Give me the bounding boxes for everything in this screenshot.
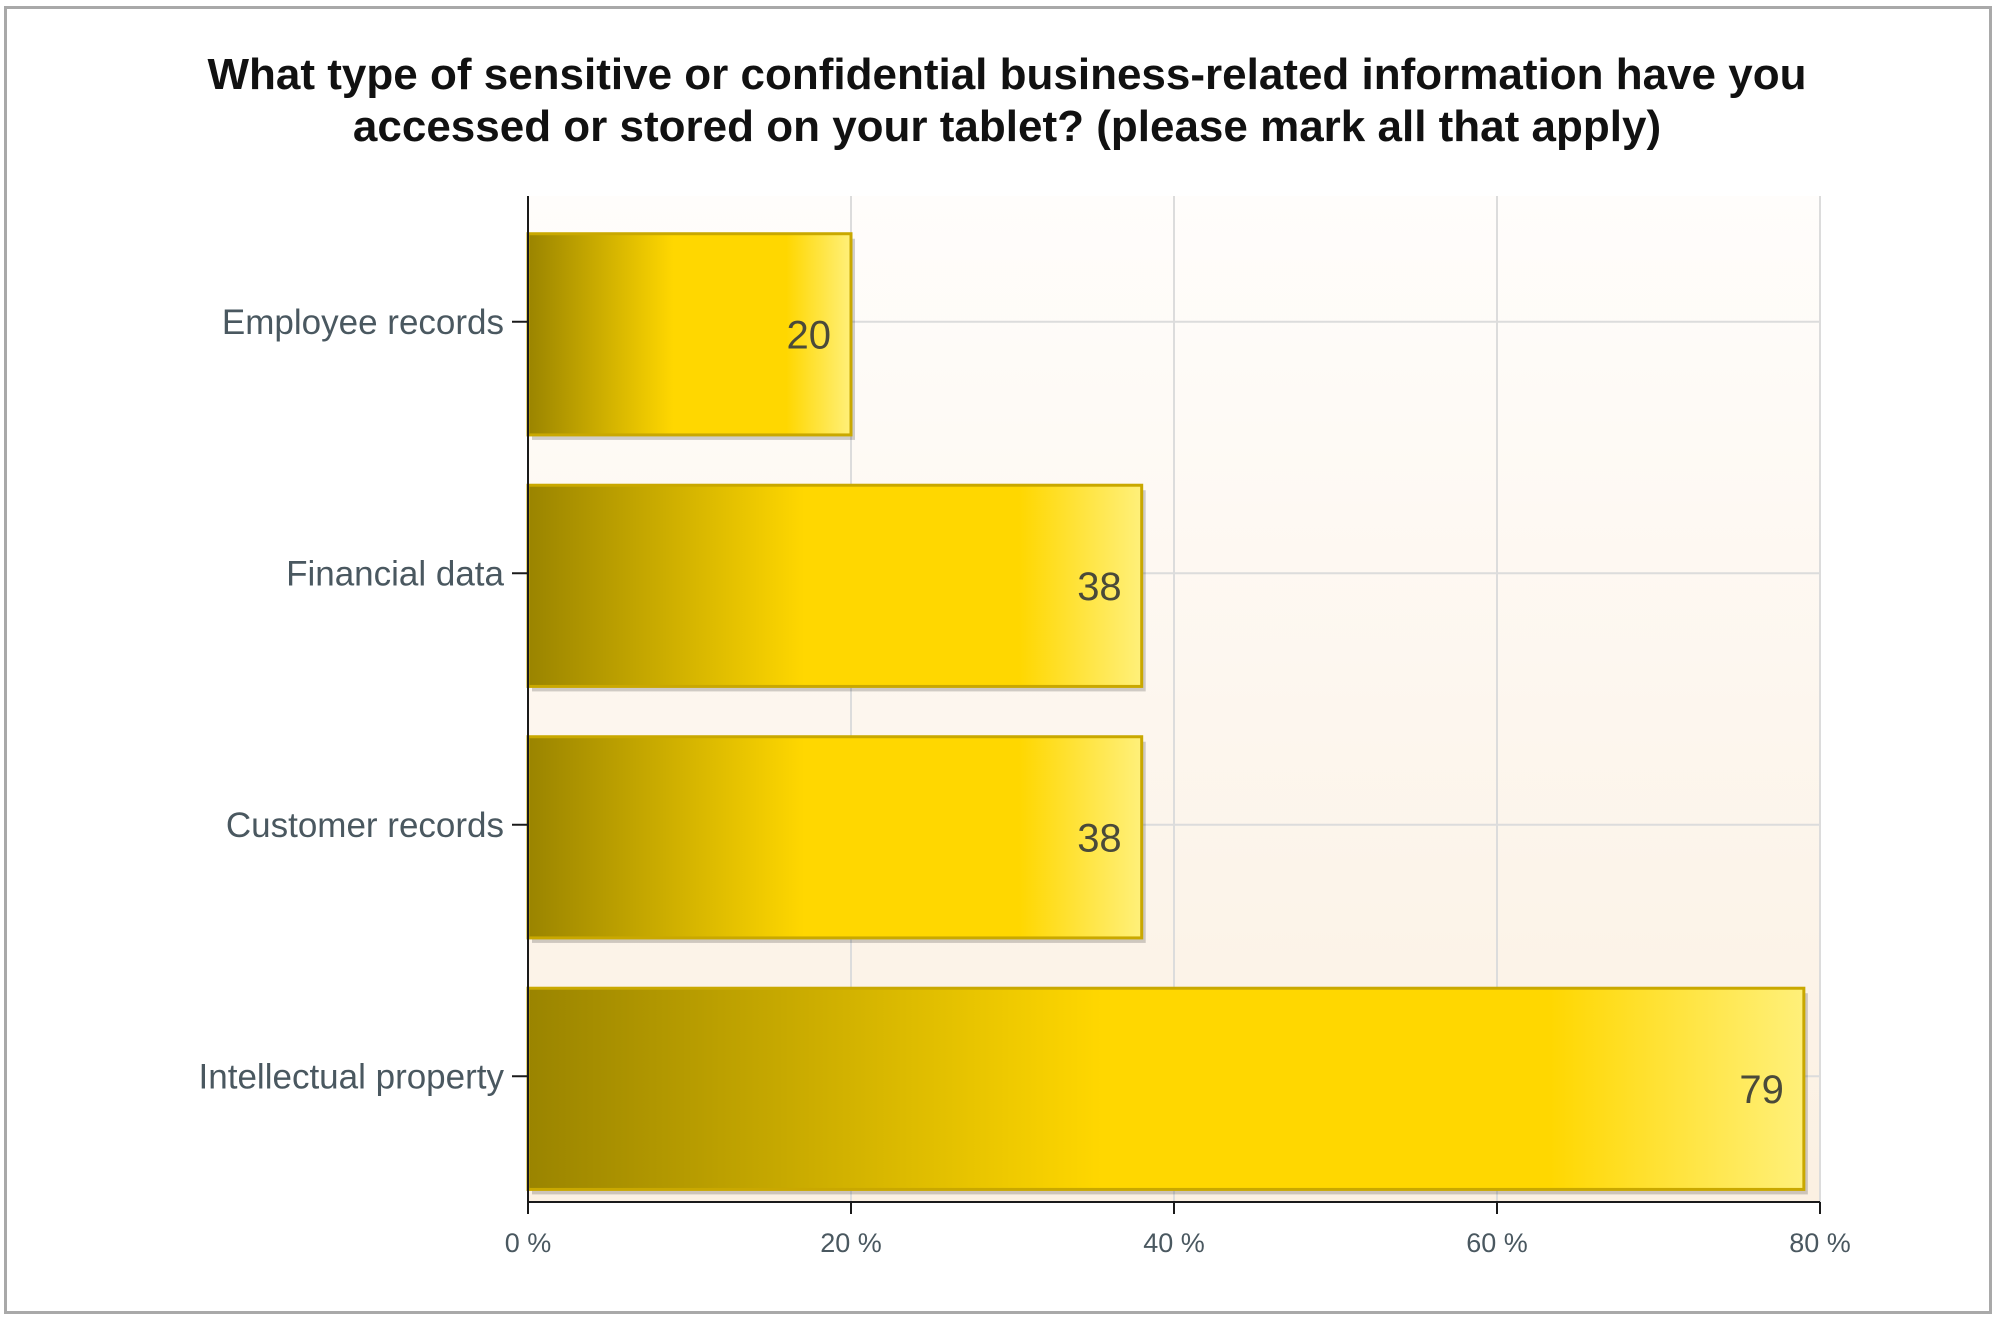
category-label: Intellectual property — [199, 1057, 505, 1096]
bar-value-label: 38 — [1077, 565, 1122, 609]
x-tick-label: 0 % — [505, 1228, 552, 1258]
category-label: Financial data — [286, 554, 504, 593]
bar-customer-records — [526, 735, 1144, 940]
bar-employee-records — [526, 232, 853, 437]
x-tick-label: 80 % — [1789, 1228, 1851, 1258]
axes: Employee records Financial data Customer r… — [199, 196, 1851, 1258]
bars: 20 38 38 79 — [526, 232, 1808, 1195]
bar-financial-data — [526, 483, 1144, 688]
x-tick-label: 60 % — [1466, 1228, 1528, 1258]
bar-value-label: 79 — [1739, 1068, 1784, 1112]
category-label: Employee records — [222, 303, 504, 342]
category-label: Customer records — [226, 806, 504, 845]
x-tick-label: 20 % — [820, 1228, 882, 1258]
bar-value-label: 20 — [787, 313, 832, 357]
x-tick-label: 40 % — [1143, 1228, 1205, 1258]
bar-intellectual-property — [526, 986, 1806, 1191]
chart-title: What type of sensitive or confidential b… — [207, 50, 1807, 151]
bar-value-label: 38 — [1077, 816, 1122, 860]
